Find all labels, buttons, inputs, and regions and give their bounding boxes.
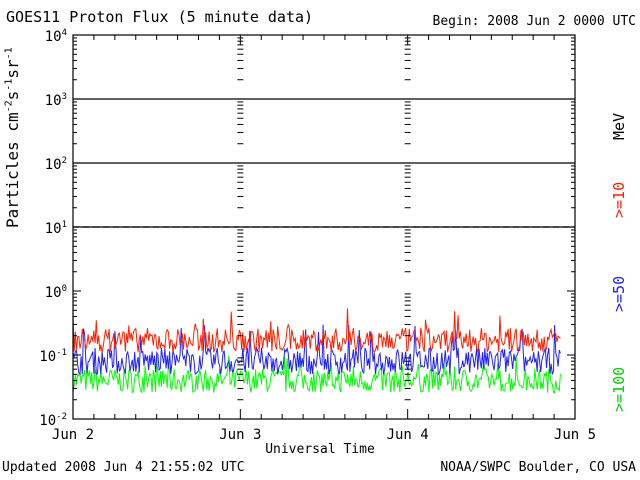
updated-timestamp: Updated 2008 Jun 4 21:55:02 UTC xyxy=(2,460,245,475)
x-axis-label: Universal Time xyxy=(265,442,375,457)
legend-series-100: >=100 xyxy=(610,366,628,412)
y-tick-label: 10-1 xyxy=(39,348,67,365)
y-axis-label: Particles cm-2s-1sr-1 xyxy=(3,47,22,228)
grid-layer xyxy=(73,98,575,228)
y-tick-label: 10-2 xyxy=(39,412,67,429)
y-tick-label: 104 xyxy=(45,28,67,45)
x-tick-label: Jun 5 xyxy=(554,427,596,443)
series-line-10 xyxy=(72,308,561,354)
x-tick-label: Jun 2 xyxy=(52,427,94,443)
chart-title: GOES11 Proton Flux (5 minute data) xyxy=(6,8,314,26)
series-layer xyxy=(72,308,561,394)
legend-series-10: >=10 xyxy=(610,181,628,218)
credit-label: NOAA/SWPC Boulder, CO USA xyxy=(440,460,636,475)
y-tick-label: 102 xyxy=(45,156,67,173)
series-line-100 xyxy=(72,355,561,394)
unit-label: MeV xyxy=(610,112,628,140)
begin-time-label: Begin: 2008 Jun 2 0000 UTC xyxy=(432,14,637,29)
y-tick-label: 103 xyxy=(45,92,67,109)
y-tick-label: 100 xyxy=(45,284,67,301)
series-line-50 xyxy=(72,324,561,376)
x-tick-label: Jun 3 xyxy=(219,427,261,443)
legend-series-50: >=50 xyxy=(610,275,628,312)
tick-layer xyxy=(72,34,576,420)
label-layer: 10-2 10-1 100 101 102 103 104 Jun 2 Jun 3 Jun 4 Ju… xyxy=(39,28,596,443)
y-tick-label: 101 xyxy=(45,220,67,237)
x-tick-label: Jun 4 xyxy=(387,427,429,443)
